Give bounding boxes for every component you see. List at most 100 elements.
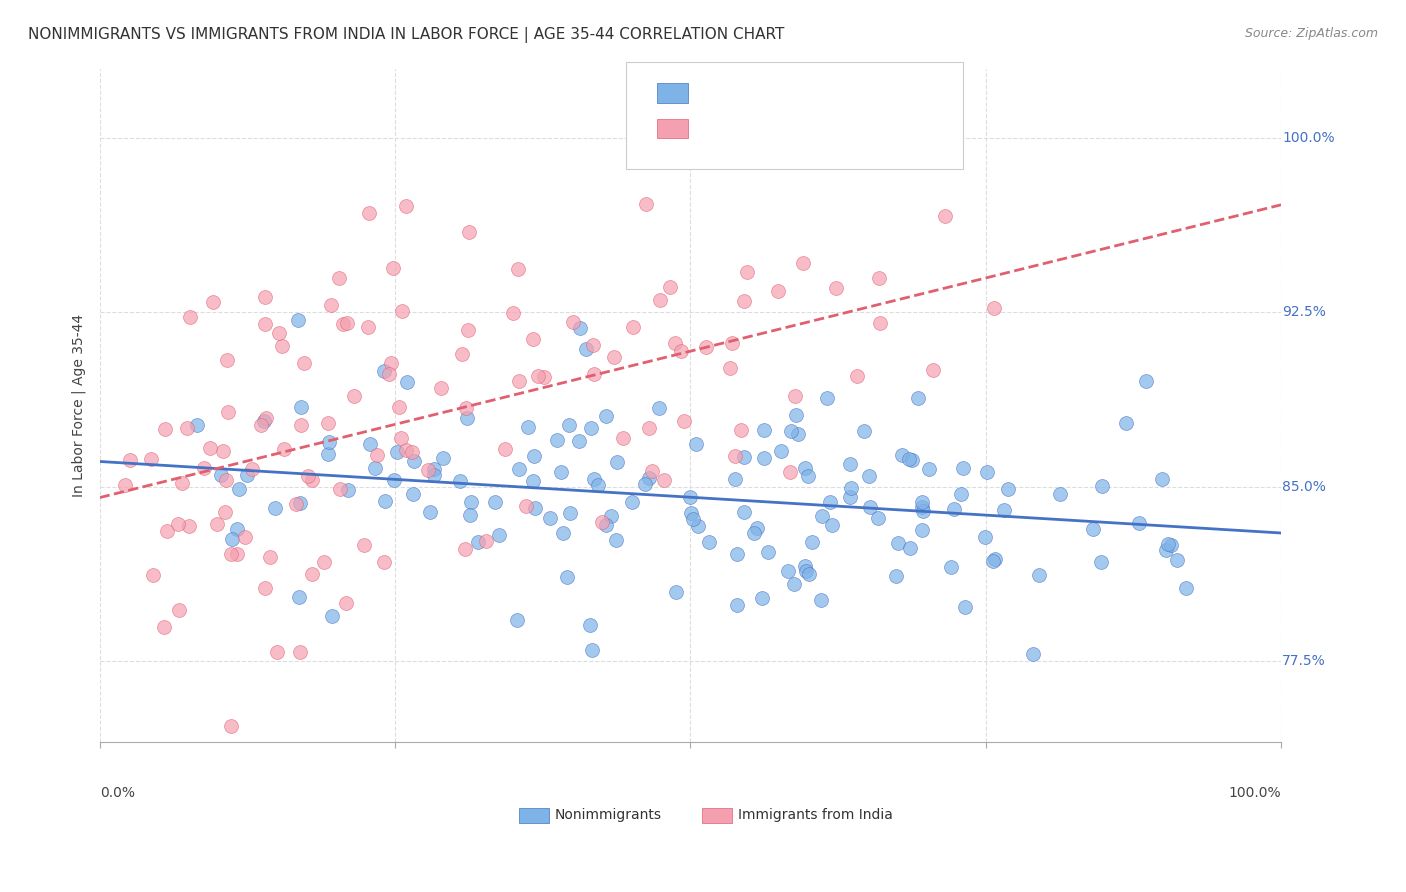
Point (724, 472, 747, 486)
Point (811, 508, 834, 523)
Point (917, 462, 939, 476)
Point (335, 596, 357, 610)
Text: 100.0%: 100.0% (1229, 786, 1281, 800)
Point (1135, 374, 1157, 388)
Point (769, 444, 792, 458)
Point (779, 466, 801, 480)
Point (852, 425, 875, 439)
Point (273, 442, 295, 456)
Text: Immigrants from India: Immigrants from India (738, 808, 893, 822)
Point (391, 304, 413, 318)
Point (319, 298, 342, 312)
Point (672, 414, 695, 428)
Point (953, 600, 976, 615)
Point (793, 558, 815, 573)
Point (179, 310, 201, 324)
Point (457, 323, 479, 337)
Point (797, 566, 820, 581)
Point (240, 462, 263, 476)
Point (118, 452, 141, 467)
Point (502, 306, 524, 320)
Point (270, 339, 292, 353)
Point (754, 450, 776, 465)
Point (824, 280, 846, 294)
Point (1049, 487, 1071, 501)
Point (652, 473, 675, 487)
Point (186, 418, 208, 433)
Point (912, 504, 935, 518)
Point (467, 534, 489, 549)
Point (522, 475, 544, 489)
Point (508, 374, 530, 388)
Point (911, 495, 934, 509)
Point (212, 444, 235, 458)
Point (794, 460, 817, 475)
Point (907, 391, 929, 405)
Point (679, 490, 702, 504)
Point (422, 461, 444, 475)
Point (388, 400, 411, 414)
Point (569, 321, 592, 335)
Point (373, 555, 395, 569)
Point (290, 645, 312, 659)
Point (374, 494, 396, 508)
Point (776, 565, 799, 579)
Point (858, 469, 880, 483)
Point (141, 568, 163, 582)
Point (508, 461, 530, 475)
Point (422, 468, 444, 483)
Point (250, 417, 273, 432)
Point (641, 464, 664, 478)
Point (221, 532, 243, 546)
Point (217, 352, 239, 367)
Point (139, 451, 162, 466)
Point (685, 436, 707, 450)
Point (343, 389, 366, 403)
Point (794, 564, 817, 578)
Point (546, 433, 568, 447)
Point (253, 317, 276, 331)
Point (193, 461, 215, 475)
Point (993, 503, 1015, 517)
Point (612, 431, 634, 445)
Point (898, 541, 921, 555)
Point (215, 473, 238, 487)
Point (839, 490, 862, 504)
Point (263, 500, 285, 515)
Point (225, 522, 247, 536)
Point (402, 487, 425, 501)
Point (665, 585, 688, 599)
Point (921, 363, 943, 377)
Point (756, 545, 779, 559)
Point (318, 434, 340, 449)
Point (219, 547, 242, 561)
Point (621, 320, 644, 334)
Point (648, 401, 671, 416)
Point (359, 436, 381, 450)
Point (730, 423, 752, 437)
Point (517, 420, 540, 434)
Point (952, 461, 974, 475)
Text: 77.5%: 77.5% (1282, 654, 1326, 668)
Point (450, 347, 472, 361)
Point (321, 608, 343, 623)
Point (316, 416, 339, 430)
Point (785, 408, 807, 422)
Point (381, 260, 404, 275)
Text: R =: R = (693, 84, 724, 98)
Point (287, 313, 309, 327)
Point (859, 500, 882, 514)
Point (578, 618, 600, 632)
Point (695, 340, 717, 354)
Point (725, 547, 748, 561)
Point (297, 469, 319, 483)
Point (395, 443, 418, 458)
Point (582, 338, 605, 352)
Point (581, 643, 603, 657)
Text: 118: 118 (820, 120, 851, 134)
Point (934, 209, 956, 223)
Point (558, 417, 581, 432)
Point (599, 509, 621, 524)
Point (766, 284, 789, 298)
Point (460, 495, 482, 509)
